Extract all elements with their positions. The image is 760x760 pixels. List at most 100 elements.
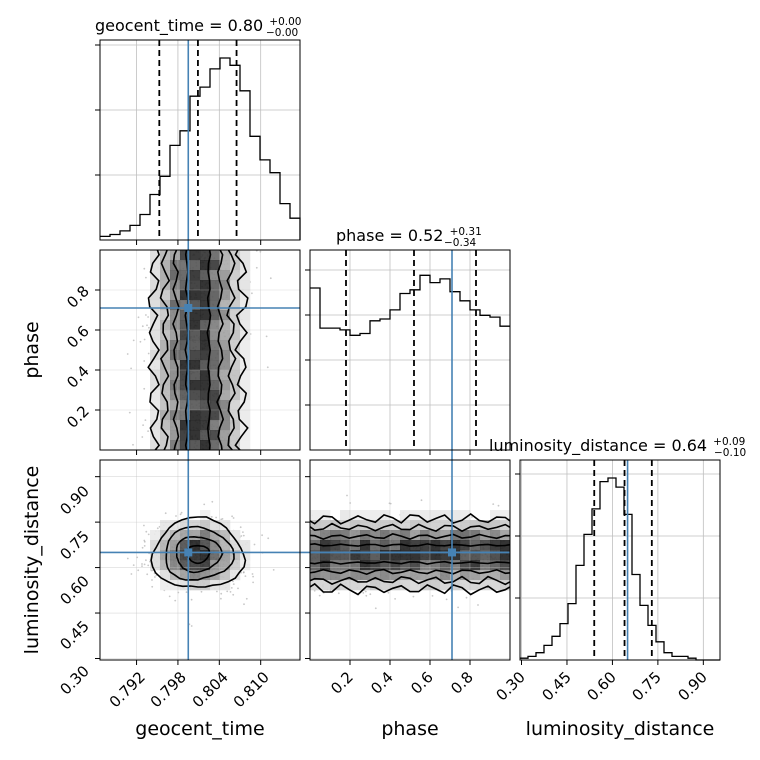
density-cell — [380, 570, 391, 581]
density-cell — [190, 440, 201, 450]
sample-point — [190, 625, 193, 627]
contour-line — [234, 250, 249, 450]
sample-point — [130, 573, 133, 575]
density-cell — [420, 570, 431, 581]
density-cell — [180, 350, 191, 361]
tick-x-phase-1: 0.4 — [367, 668, 397, 698]
density-cell — [240, 250, 251, 261]
density-cell — [400, 580, 411, 591]
density-cell — [460, 530, 471, 541]
density-cell — [160, 360, 171, 371]
density-cell — [470, 570, 481, 581]
density-cell — [150, 290, 161, 301]
sample-point — [141, 436, 144, 438]
density-cell — [190, 350, 201, 361]
density-cell — [230, 370, 241, 381]
density-cell — [450, 560, 461, 571]
density-cell — [210, 400, 221, 411]
density-cell — [230, 560, 241, 571]
sample-point — [362, 592, 365, 594]
density-cell — [230, 260, 241, 271]
contour-line — [310, 575, 510, 586]
density-cell — [380, 530, 391, 541]
contour-line — [216, 250, 225, 450]
density-cell — [150, 330, 161, 341]
title-geocent-time-main: geocent_time = 0.80 — [95, 16, 263, 36]
density-cell — [210, 410, 221, 421]
xlabel-geocent-time: geocent_time — [135, 718, 264, 740]
density-cell — [390, 580, 401, 591]
sample-point — [267, 537, 270, 540]
density-cell — [430, 510, 441, 521]
density-cell — [340, 510, 351, 521]
density-cell — [190, 520, 201, 531]
histogram-phase — [310, 274, 510, 336]
sample-point — [143, 540, 146, 543]
sample-point — [492, 503, 495, 505]
sample-point — [465, 596, 468, 599]
density-cell — [200, 510, 211, 521]
density-cell — [170, 300, 181, 311]
density-cell — [190, 400, 201, 411]
density-cell — [200, 350, 211, 361]
density-cell — [150, 310, 161, 321]
density-cell — [200, 580, 211, 591]
sample-point — [151, 585, 154, 588]
sample-point — [269, 277, 272, 280]
density-cell — [180, 520, 191, 531]
density-cell — [340, 570, 351, 581]
density-cell — [230, 420, 241, 431]
density-cell — [160, 430, 171, 441]
density-cell — [180, 360, 191, 371]
density-cell — [210, 260, 221, 271]
density-cell — [190, 270, 201, 281]
density-cell — [170, 550, 181, 561]
density-cell — [170, 270, 181, 281]
sample-point — [156, 527, 159, 530]
density-cell — [180, 570, 191, 581]
density-cell — [360, 550, 371, 561]
density-cell — [220, 350, 231, 361]
density-cell — [160, 350, 171, 361]
density-cell — [180, 270, 191, 281]
sample-point — [168, 595, 171, 598]
sample-point — [242, 534, 245, 537]
density-cell — [420, 580, 431, 591]
density-cell — [180, 400, 191, 411]
density-cell — [150, 390, 161, 401]
sample-point — [240, 535, 243, 537]
density-cell — [500, 560, 510, 571]
density-cell — [480, 550, 491, 561]
contour-line — [175, 535, 224, 574]
density-cell — [420, 520, 431, 531]
density-cell — [490, 550, 501, 561]
density-cell — [400, 550, 411, 561]
sample-point — [431, 595, 434, 597]
sample-point — [230, 587, 233, 589]
density-cell — [380, 520, 391, 531]
density-cell — [450, 570, 461, 581]
density-cell — [340, 560, 351, 571]
density-cell — [150, 270, 161, 281]
density-cell — [230, 330, 241, 341]
contour-line — [206, 250, 212, 450]
density-cell — [380, 550, 391, 561]
density-cell — [150, 560, 161, 571]
density-cell — [160, 270, 171, 281]
density-cell — [160, 520, 171, 531]
density-cell — [310, 540, 321, 551]
tick-x-lum-4: 0.90 — [674, 668, 710, 704]
sample-point — [477, 604, 479, 606]
density-cell — [230, 310, 241, 321]
density-cell — [480, 560, 491, 571]
tick-y-lum-4: 0.90 — [56, 482, 92, 518]
density-cell — [230, 410, 241, 421]
sample-point — [231, 515, 234, 518]
density-cell — [360, 510, 371, 521]
density-cell — [220, 290, 231, 301]
density-cell — [410, 550, 421, 561]
density-cell — [150, 300, 161, 311]
contour-line — [147, 250, 161, 450]
histogram-lum — [520, 477, 720, 661]
density-cell — [310, 510, 321, 521]
